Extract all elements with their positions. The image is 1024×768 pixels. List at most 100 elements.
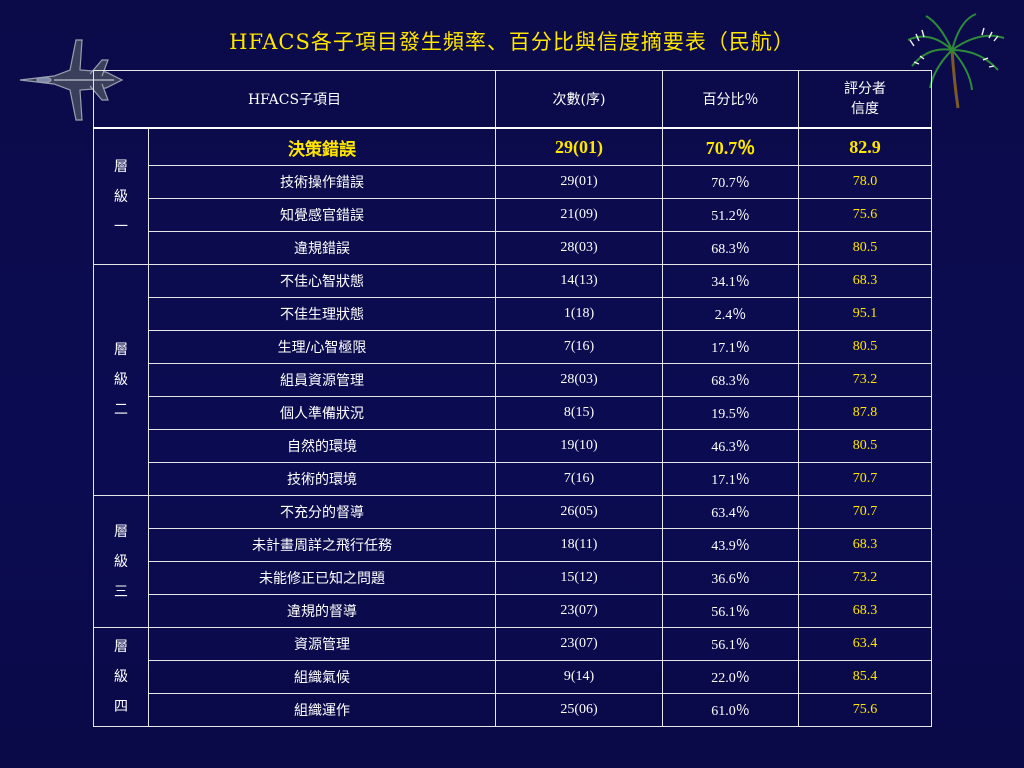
reliability-cell: 80.5 (798, 231, 932, 265)
reliability-cell: 68.3 (798, 528, 932, 562)
table-row: 組員資源管理 28(03) 68.3％ 73.2 (94, 363, 932, 397)
level-label-char: 一 (114, 218, 128, 235)
percent-cell: 2.4％ (662, 297, 799, 331)
count-cell: 18(11) (495, 528, 663, 562)
table-row: 不佳生理狀態 1(18) 2.4％ 95.1 (94, 297, 932, 331)
percent-cell: 43.9％ (662, 528, 799, 562)
percent-cell: 70.7％ (662, 165, 799, 199)
level-label-char: 級 (114, 553, 128, 570)
palm-tree-icon (907, 13, 1005, 109)
item-cell: 不佳生理狀態 (148, 297, 496, 331)
count-cell: 25(06) (495, 693, 663, 727)
item-cell: 知覺感官錯誤 (148, 198, 496, 232)
reliability-cell: 73.2 (798, 363, 932, 397)
level-label-char: 四 (114, 699, 128, 715)
table-row: 違規錯誤 28(03) 68.3％ 80.5 (94, 231, 932, 265)
table-row: 個人準備狀況 8(15) 19.5％ 87.8 (94, 396, 932, 430)
percent-cell: 19.5％ (662, 396, 799, 430)
reliability-cell: 70.7 (798, 495, 932, 529)
header-rater-line2: 信度 (851, 101, 879, 117)
count-cell: 1(18) (495, 297, 663, 331)
percent-cell: 17.1％ (662, 330, 799, 364)
table-row: 自然的環境 19(10) 46.3％ 80.5 (94, 429, 932, 463)
table-row: 未計畫周詳之飛行任務 18(11) 43.9％ 68.3 (94, 528, 932, 562)
reliability-cell: 75.6 (798, 198, 932, 232)
count-cell: 7(16) (495, 330, 663, 364)
count-cell: 9(14) (495, 660, 663, 694)
level-label-3: 層級三 (93, 495, 149, 628)
header-rater-reliability: 評分者 信度 (798, 70, 932, 129)
item-cell: 未能修正已知之問題 (148, 561, 496, 595)
percent-cell: 34.1％ (662, 264, 799, 298)
item-cell: 違規的督導 (148, 594, 496, 628)
table-row: 組織氣候 9(14) 22.0％ 85.4 (94, 660, 932, 694)
table-row: 組織運作 25(06) 61.0％ 75.6 (94, 693, 932, 727)
level-label-char: 級 (114, 188, 128, 205)
item-cell: 技術操作錯誤 (148, 165, 496, 199)
level-label-char: 層 (114, 342, 128, 358)
level-label-1: 層級一 (93, 127, 149, 265)
count-cell: 28(03) (495, 231, 663, 265)
header-percent: 百分比％ (662, 70, 799, 129)
percent-cell: 51.2％ (662, 198, 799, 232)
header-rater-line1: 評分者 (844, 81, 886, 97)
table-header-row: HFACS子項目 次數(序) 百分比％ 評分者 信度 (93, 70, 932, 129)
count-cell: 21(09) (495, 198, 663, 232)
item-cell: 決策錯誤 (148, 127, 496, 166)
table-row: 違規的督導 23(07) 56.1％ 68.3 (94, 594, 932, 628)
level-label-char: 層 (114, 639, 128, 655)
percent-cell: 56.1％ (662, 627, 799, 661)
item-cell: 技術的環境 (148, 462, 496, 496)
table-row: 知覺感官錯誤 21(09) 51.2％ 75.6 (94, 198, 932, 232)
level-label-2: 層級二 (93, 264, 149, 496)
count-cell: 29(01) (495, 165, 663, 199)
reliability-cell: 87.8 (798, 396, 932, 430)
level-label-char: 二 (114, 402, 128, 418)
count-cell: 23(07) (495, 594, 663, 628)
reliability-cell: 73.2 (798, 561, 932, 595)
percent-cell: 46.3％ (662, 429, 799, 463)
reliability-cell: 82.9 (798, 127, 932, 166)
table-row: 未能修正已知之問題 15(12) 36.6％ 73.2 (94, 561, 932, 595)
table-row: 層級二不佳心智狀態 14(13) 34.1％ 68.3 (93, 264, 932, 496)
level-label-char: 三 (114, 583, 128, 600)
count-cell: 7(16) (495, 462, 663, 496)
percent-cell: 61.0％ (662, 693, 799, 727)
percent-cell: 22.0％ (662, 660, 799, 694)
item-cell: 未計畫周詳之飛行任務 (148, 528, 496, 562)
count-cell: 15(12) (495, 561, 663, 595)
item-cell: 違規錯誤 (148, 231, 496, 265)
item-cell: 資源管理 (148, 627, 496, 661)
count-cell: 14(13) (495, 264, 663, 298)
reliability-cell: 80.5 (798, 330, 932, 364)
item-cell: 個人準備狀況 (148, 396, 496, 430)
reliability-cell: 68.3 (798, 594, 932, 628)
reliability-cell: 95.1 (798, 297, 932, 331)
reliability-cell: 78.0 (798, 165, 932, 199)
item-cell: 組員資源管理 (148, 363, 496, 397)
level-label-char: 級 (114, 669, 128, 685)
table-row: 技術操作錯誤 29(01) 70.7％ 78.0 (94, 165, 932, 199)
hfacs-summary-table: HFACS子項目 次數(序) 百分比％ 評分者 信度 層級一決策錯誤 29(01)… (93, 70, 932, 727)
reliability-cell: 85.4 (798, 660, 932, 694)
percent-cell: 63.4％ (662, 495, 799, 529)
reliability-cell: 68.3 (798, 264, 932, 298)
count-cell: 23(07) (495, 627, 663, 661)
percent-cell: 68.3％ (662, 231, 799, 265)
table-row: 生理/心智極限 7(16) 17.1％ 80.5 (94, 330, 932, 364)
reliability-cell: 70.7 (798, 462, 932, 496)
reliability-cell: 80.5 (798, 429, 932, 463)
count-cell: 28(03) (495, 363, 663, 397)
item-cell: 不佳心智狀態 (148, 264, 496, 298)
page-title: HFACS各子項目發生頻率、百分比與信度摘要表（民航） (229, 30, 795, 54)
percent-cell: 70.7％ (662, 127, 799, 166)
level-label-char: 層 (114, 523, 128, 540)
item-cell: 自然的環境 (148, 429, 496, 463)
level-label-char: 層 (114, 158, 128, 175)
count-cell: 26(05) (495, 495, 663, 529)
percent-cell: 36.6％ (662, 561, 799, 595)
table-row: 層級三不充分的督導 26(05) 63.4％ 70.7 (93, 495, 932, 628)
table-row: 層級四資源管理 23(07) 56.1％ 63.4 (93, 627, 932, 727)
table-row: 層級一決策錯誤 29(01) 70.7％ 82.9 (93, 127, 932, 265)
count-cell: 8(15) (495, 396, 663, 430)
